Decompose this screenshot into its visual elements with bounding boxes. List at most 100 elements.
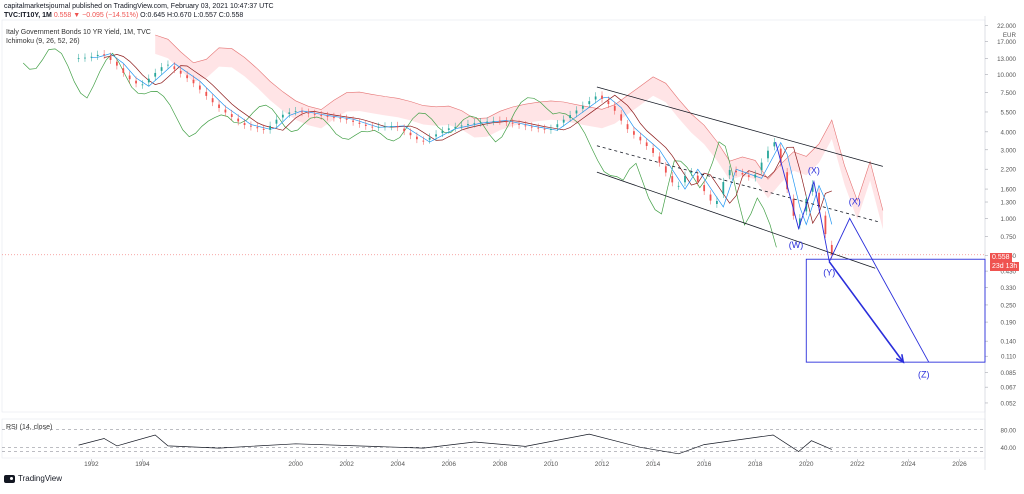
candle-body [658,156,661,163]
last-price: 0.558 [53,12,72,19]
candle-body [830,244,833,255]
candle-body [786,172,789,190]
candle-body [243,123,246,126]
x-tick-label: 2006 [442,461,457,468]
candle-body [326,116,329,117]
y-tick-label: 1.300 [1001,200,1017,207]
candle-body [377,126,380,128]
y-tick-label: 0.750 [1001,234,1017,241]
candle-body [594,96,597,100]
x-tick-label: 2004 [391,461,406,468]
ichimoku-legend[interactable]: Ichimoku (9, 26, 52, 26) [6,38,80,45]
candle-body [371,126,374,128]
candle-body [722,182,725,195]
candle-body [135,80,137,84]
candle-body [396,126,399,128]
candle-body [294,111,297,113]
x-tick-label: 2018 [748,461,763,468]
rsi-line [78,433,832,455]
publisher-line: capitalmarketsjournal published on Tradi… [4,2,274,11]
candle-body [218,104,220,108]
candle-body [626,124,629,130]
y-tick-label: 0.190 [1001,320,1017,327]
y-tick-label: 22.000 [997,23,1016,30]
candle-body [339,117,342,119]
candle-body [333,117,335,118]
chikou-span-line [22,48,777,248]
candle-body [633,131,635,135]
candle-body [186,75,189,79]
tradingview-footer[interactable]: TradingView [4,474,62,483]
candle-body [671,176,674,183]
candle-body [422,140,425,142]
x-tick-label: 2012 [595,461,610,468]
wave-label-z: (Z) [918,370,930,380]
candle-body [511,122,514,124]
candle-body [250,125,252,127]
candle-body [467,124,469,126]
currency-label: EUR [1003,32,1017,39]
candle-body [824,215,827,235]
candle-body [767,150,769,159]
candle-body [416,136,418,140]
y-tick-label: 5.500 [1001,109,1017,116]
x-tick-label: 2024 [901,461,916,468]
ichimoku-cloud [155,35,883,230]
candle-body [122,68,125,73]
candle-body [505,121,508,123]
symbol-label[interactable]: TVC:IT10Y, 1M [4,12,52,19]
kijun-sen-line [104,54,832,225]
candle-body [588,101,591,105]
candle-body [543,128,546,130]
y-tick-label: 0.085 [1001,370,1017,377]
candle-body [556,124,559,128]
candle-body [109,56,112,61]
candle-body [147,78,150,83]
y-tick-label: 17.000 [997,39,1016,46]
candle-body [498,120,501,122]
candle-body [288,112,291,114]
x-tick-label: 1992 [84,461,99,468]
candle-body [607,100,610,105]
y-tick-label: 1.000 [1001,216,1017,223]
wave-label-w: (W) [789,240,804,250]
candle-body [492,120,495,122]
candle-body [709,194,712,201]
x-tick-label: 1994 [135,461,150,468]
candle-body [792,198,795,216]
y-tick-label: 0.430 [1001,269,1017,276]
candle-body [128,75,131,80]
x-tick-label: 2020 [799,461,814,468]
projection-arrow-head [895,354,905,364]
projection-arrow-line [828,261,904,363]
candle-body [167,64,169,66]
candle-body [313,113,316,115]
candle-body [237,118,240,122]
tradingview-brand: TradingView [18,474,63,483]
candle-body [192,79,195,84]
candle-body [690,172,693,174]
channel-lower-line [596,171,876,269]
x-tick-label: 2010 [544,461,559,468]
candle-body [154,72,157,77]
x-tick-label: 2014 [646,461,661,468]
candle-body [103,54,106,56]
x-tick-label: 2000 [288,461,303,468]
elliott-wave-path [775,141,930,363]
rsi-legend[interactable]: RSI (14, close) [6,424,53,431]
y-tick-label: 13.000 [997,56,1016,63]
candle-body [205,91,208,96]
candle-body [575,110,578,114]
candle-body [486,121,489,123]
y-tick-label: 0.330 [1001,285,1017,292]
tenkan-sen-line [91,53,833,226]
candle-body [403,128,406,132]
candle-body [537,127,540,129]
series-legend[interactable]: Italy Government Bonds 10 YR Yield, 1M, … [6,29,151,36]
candle-body [601,95,603,99]
candle-body [741,173,744,175]
y-tick-label: 0.110 [1001,354,1017,361]
candle-body [428,137,431,140]
